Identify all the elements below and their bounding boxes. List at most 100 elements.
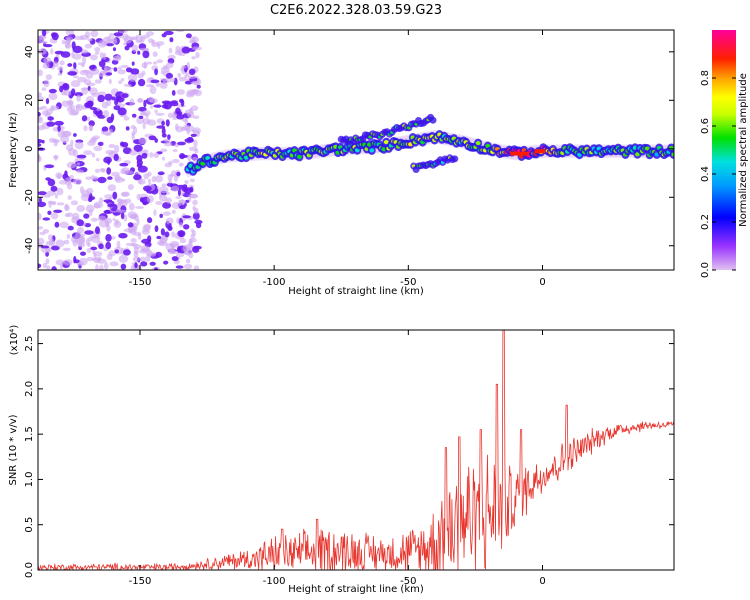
noise-blob [140,256,146,262]
noise-blob [81,87,89,91]
noise-blob [59,221,69,229]
noise-blob [118,30,128,34]
noise-blob [89,65,96,70]
noise-blob [171,202,181,209]
noise-blob [72,53,82,60]
noise-blob [147,217,153,224]
noise-blob [161,127,166,135]
noise-blob [176,89,185,95]
noise-blob [71,88,76,97]
noise-blob [54,139,60,144]
noise-blob [74,92,84,97]
noise-blob [45,258,50,265]
noise-blob [190,228,195,233]
noise-blob [161,156,166,161]
x-tick-label: -50 [400,277,416,288]
noise-blob [90,107,98,111]
noise-blob [38,111,41,117]
noise-blob [108,128,113,134]
noise-blob [91,152,96,158]
noise-blob [110,37,117,42]
noise-blob [78,242,86,248]
noise-blob [136,159,143,166]
noise-blob [45,98,50,105]
track-blob [671,152,674,157]
noise-blob [125,67,133,73]
noise-blob [97,40,107,48]
noise-blob [67,225,74,231]
noise-blob [42,194,51,198]
noise-blob [42,262,48,269]
noise-blob [74,141,84,150]
noise-blob [130,238,137,243]
noise-blob [70,236,78,243]
noise-blob [65,30,75,36]
noise-blob [159,213,163,218]
noise-blob [188,184,195,188]
noise-blob [70,80,81,88]
noise-blob [185,33,192,39]
noise-blob [192,205,196,211]
noise-blob [59,60,65,66]
noise-blob [142,201,148,206]
track-blob [297,154,302,159]
noise-blob [188,146,198,152]
noise-blob [192,212,200,220]
noise-blob [195,51,200,59]
noise-blob [88,197,93,202]
branch-blob [451,155,459,163]
noise-blob [86,256,94,262]
noise-blob [94,46,101,53]
noise-blob [48,88,57,94]
noise-blob [156,235,162,240]
noise-blob [86,248,92,253]
noise-blob [172,148,178,153]
noise-blob [76,162,81,166]
noise-blob [149,261,156,266]
noise-blob [111,96,116,101]
noise-blob [168,160,173,165]
noise-blob [195,222,202,229]
noise-blob [104,217,113,224]
noise-blob [55,172,63,179]
noise-blob [159,194,168,202]
noise-blob [97,114,106,119]
noise-blob [142,34,150,39]
noise-blob [123,214,128,222]
noise-blob [139,47,150,52]
noise-blob [188,241,193,248]
noise-blob [148,135,157,141]
noise-blob [85,176,92,180]
noise-blob [38,191,47,196]
noise-blob [117,209,127,213]
noise-blob [164,141,173,147]
noise-blob [46,121,56,127]
noise-blob [153,61,158,65]
noise-blob [153,209,157,216]
noise-blob [117,66,122,70]
noise-blob [114,144,120,153]
noise-blob [192,157,198,161]
noise-blob [184,180,189,184]
snr-y-multiplier: (x10⁴) [9,325,20,356]
noise-blob [161,120,165,126]
noise-blob [150,105,153,109]
noise-blob [84,31,91,39]
noise-blob [118,80,123,84]
noise-blob [38,201,47,208]
track-peak [510,151,530,156]
noise-blob [192,115,200,119]
noise-blob [157,240,165,246]
track-blob [475,141,481,146]
spectrogram-y-ticks: -40 -20 0 20 40 [24,45,674,254]
noise-blob [185,258,191,264]
noise-blob [112,55,121,62]
snr-y-ticks: 0.0 0.5 1.0 1.5 2.0 2.5 [24,336,674,578]
noise-blob [123,35,133,44]
noise-blob [147,251,157,257]
noise-blob [171,256,179,262]
noise-blob [193,265,200,270]
snr-panel: -150 -100 -50 0 0.0 0.5 1.0 1.5 2.0 2.5 (x10⁴) H… [8,325,675,595]
noise-blob [149,152,154,158]
spectrogram-frame [37,29,675,271]
